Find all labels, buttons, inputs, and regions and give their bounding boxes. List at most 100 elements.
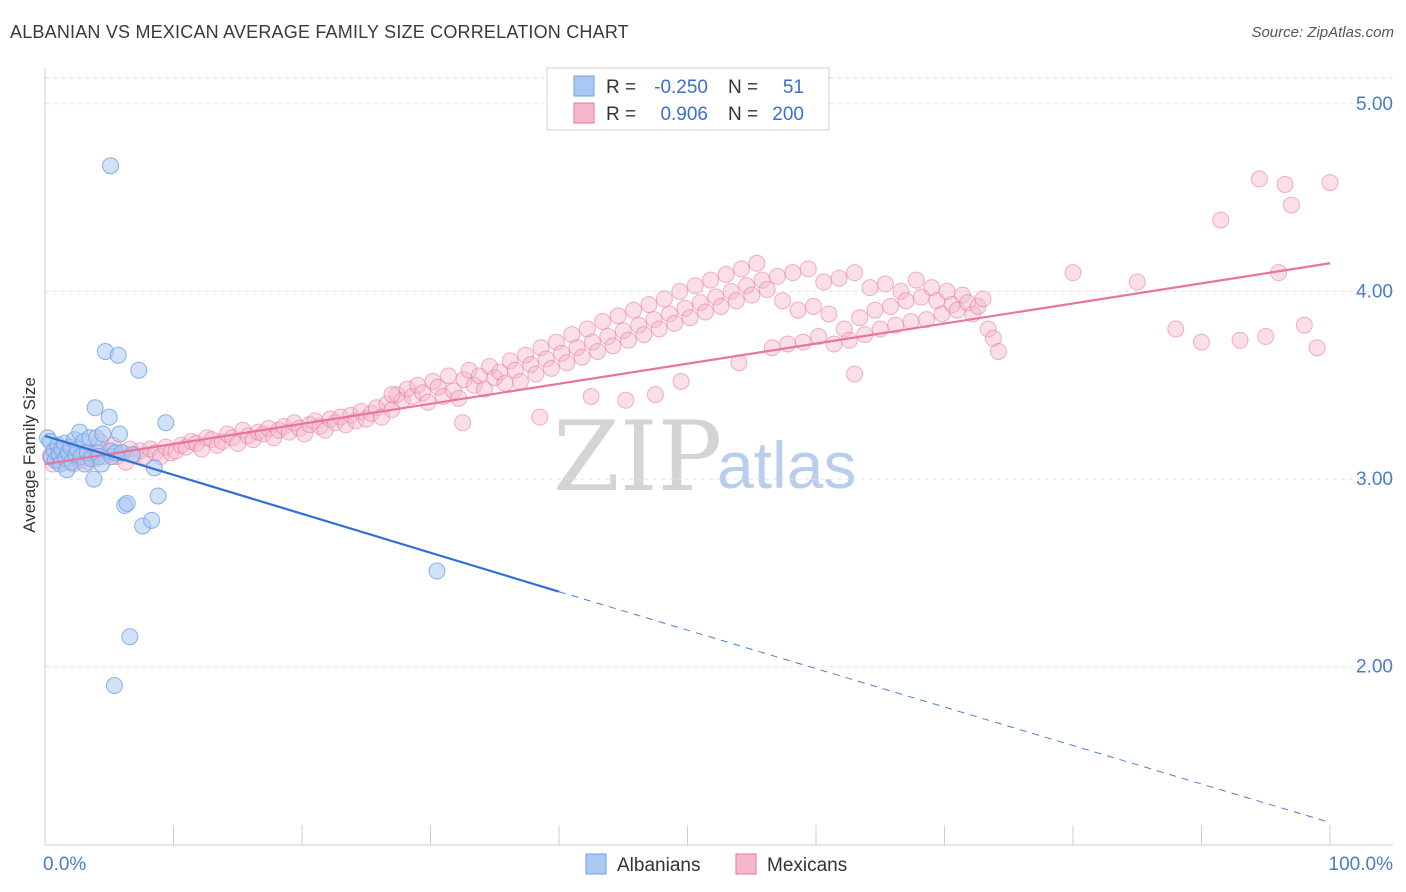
mexicans-point bbox=[506, 361, 524, 379]
mexicans-point bbox=[568, 339, 586, 357]
mexicans-point bbox=[645, 311, 663, 329]
mexicans-point bbox=[774, 292, 792, 310]
source-label: Source: ZipAtlas.com bbox=[1251, 24, 1394, 41]
mexicans-point bbox=[655, 290, 673, 308]
mexicans-point bbox=[1276, 175, 1294, 193]
mexicans-point bbox=[558, 354, 576, 372]
mexicans-point bbox=[846, 264, 864, 282]
mexicans-point bbox=[460, 361, 478, 379]
gridlines bbox=[45, 77, 1393, 668]
mexicans-point bbox=[727, 292, 745, 310]
mexicans-point bbox=[866, 301, 884, 319]
mexicans-point bbox=[830, 269, 848, 287]
albanians-point bbox=[105, 676, 123, 694]
albanians-point bbox=[157, 414, 175, 432]
mexicans-point bbox=[650, 320, 668, 338]
mexicans-point bbox=[594, 312, 612, 330]
y-tick-label: 4.00 bbox=[1356, 281, 1393, 302]
albanians-point bbox=[149, 487, 167, 505]
mexicans-point bbox=[517, 346, 535, 364]
mexicans-point bbox=[573, 348, 591, 366]
albanians-point bbox=[121, 628, 139, 646]
mexicans-point bbox=[496, 374, 514, 392]
y-tick-label: 2.00 bbox=[1356, 657, 1393, 678]
mexicans-point bbox=[614, 322, 632, 340]
albanians-point bbox=[94, 425, 112, 443]
mexicans-point bbox=[907, 271, 925, 289]
mexicans-point bbox=[414, 384, 432, 402]
mexicans-point bbox=[979, 320, 997, 338]
mexicans-point bbox=[974, 290, 992, 308]
y-tick-label: 3.00 bbox=[1356, 469, 1393, 490]
mexicans-point bbox=[686, 277, 704, 295]
y-tick-label: 5.00 bbox=[1356, 94, 1393, 115]
mexicans-point bbox=[501, 352, 519, 370]
mexicans-point bbox=[1212, 211, 1230, 229]
mexicans-point bbox=[1193, 333, 1210, 351]
mexicans-point bbox=[851, 309, 869, 327]
mexicans-point bbox=[799, 260, 817, 278]
mexicans-point bbox=[1128, 273, 1146, 291]
mexicans-point bbox=[1282, 196, 1300, 214]
mexicans-points bbox=[41, 170, 1339, 473]
albanians-points bbox=[39, 157, 446, 694]
mexicans-point bbox=[661, 305, 679, 323]
mexicans-point bbox=[712, 297, 730, 315]
mexicans-point bbox=[672, 372, 690, 390]
mexicans-point bbox=[861, 279, 879, 297]
legend-r-value-1: -0.250 bbox=[654, 77, 708, 98]
mexicans-point bbox=[419, 393, 437, 411]
mexicans-point bbox=[676, 299, 694, 317]
mexicans-point bbox=[547, 333, 565, 351]
mexicans-point bbox=[609, 307, 627, 325]
albanians-trend-extension bbox=[558, 591, 1331, 823]
albanians-point bbox=[85, 470, 103, 488]
mexicans-point bbox=[578, 320, 596, 338]
trend-lines bbox=[44, 262, 1331, 823]
albanians-point bbox=[130, 361, 148, 379]
mexicans-point bbox=[465, 376, 483, 394]
mexicans-point bbox=[810, 327, 828, 345]
mexicans-point bbox=[681, 309, 699, 327]
series-legend: Albanians Mexicans bbox=[585, 853, 847, 876]
mexicans-point bbox=[732, 260, 750, 278]
mexicans-point bbox=[691, 294, 709, 312]
mexicans-point bbox=[820, 305, 838, 323]
mexicans-point bbox=[702, 271, 720, 289]
mexicans-point bbox=[748, 254, 766, 272]
legend-swatch-albanians bbox=[573, 75, 595, 97]
correlation-legend: R = -0.250 N = 51 R = 0.906 N = 200 bbox=[546, 67, 830, 131]
mexicans-point bbox=[763, 339, 781, 357]
legend-r-label-1: R = bbox=[606, 77, 636, 98]
mexicans-point bbox=[404, 388, 422, 406]
mexicans-point bbox=[666, 314, 684, 332]
x-tick-label-min: 0.0% bbox=[43, 854, 86, 875]
legend-n-label-1: N = bbox=[728, 77, 758, 98]
mexicans-point bbox=[784, 264, 802, 282]
mexicans-point bbox=[475, 380, 493, 398]
mexicans-point bbox=[804, 297, 822, 315]
watermark-atlas: atlas bbox=[717, 428, 856, 502]
mexicans-point bbox=[671, 282, 689, 300]
albanians-point bbox=[86, 399, 104, 417]
mexicans-point bbox=[617, 391, 635, 409]
x-ticks bbox=[173, 825, 1331, 845]
mexicans-point bbox=[582, 388, 600, 406]
mexicans-point bbox=[511, 372, 529, 390]
mexicans-point bbox=[646, 386, 664, 404]
mexicans-point bbox=[1231, 331, 1249, 349]
x-tick-label-max: 100.0% bbox=[1329, 854, 1394, 875]
mexicans-point bbox=[589, 342, 607, 360]
legend-n-value-2: 200 bbox=[772, 104, 804, 125]
legend-r-label-2: R = bbox=[606, 104, 636, 125]
mexicans-point bbox=[296, 425, 314, 443]
mexicans-point bbox=[532, 339, 550, 357]
legend-n-label-2: N = bbox=[728, 104, 758, 125]
legend-n-value-1: 51 bbox=[783, 77, 804, 98]
mexicans-point bbox=[1308, 339, 1326, 357]
albanians-trend-line bbox=[44, 434, 560, 593]
mexicans-point bbox=[918, 311, 936, 329]
mexicans-point bbox=[583, 333, 601, 351]
mexicans-point bbox=[537, 350, 555, 368]
